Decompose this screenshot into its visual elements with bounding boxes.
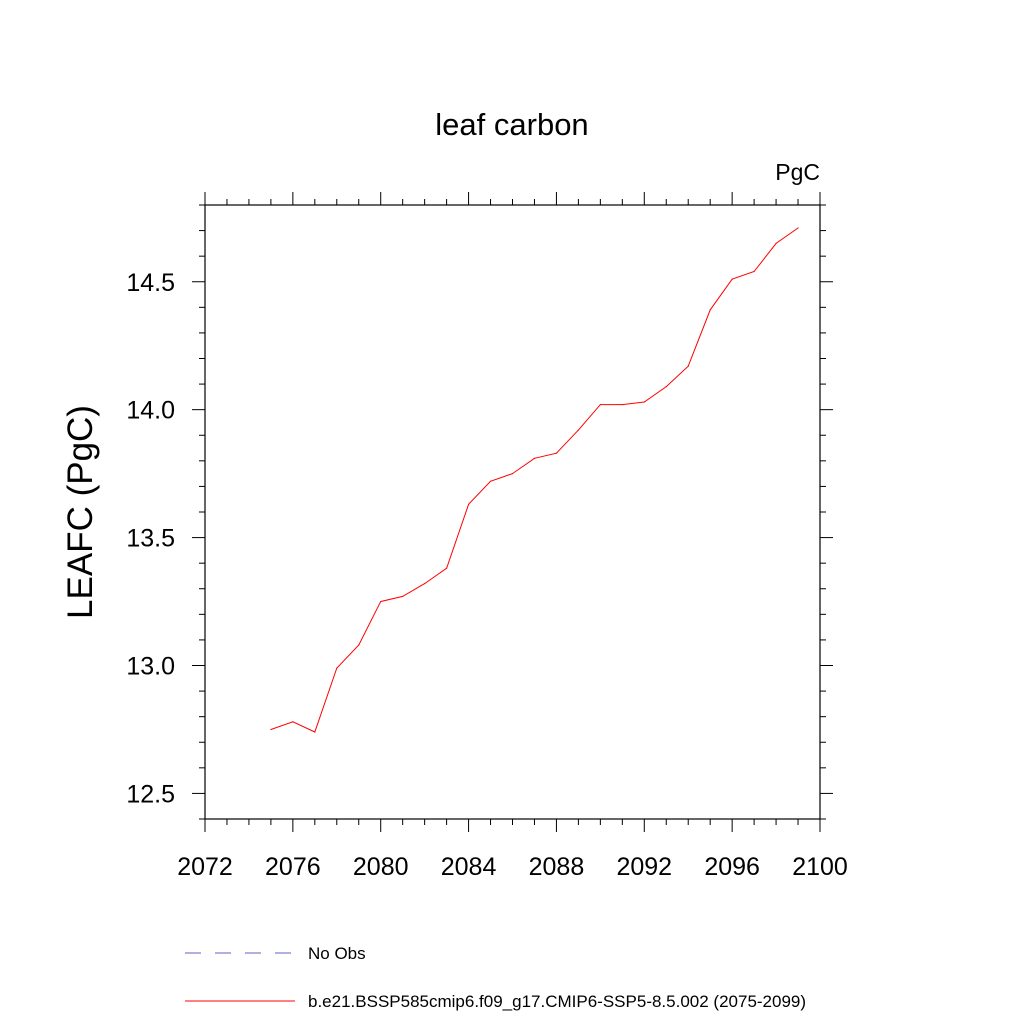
data-point [533, 457, 536, 459]
data-point [402, 595, 404, 598]
legend-label: b.e21.BSSP585cmip6.f09_g17.CMIP6-SSP5-8.… [308, 992, 806, 1011]
x-tick-label: 2076 [265, 853, 321, 881]
data-point [775, 242, 777, 244]
data-point [709, 309, 711, 311]
series-layer [270, 227, 799, 733]
data-point [292, 721, 294, 723]
plot-frame [204, 204, 821, 820]
y-tick-label: 13.0 [126, 653, 175, 681]
data-point [665, 386, 667, 388]
data-point [753, 270, 755, 273]
data-point [424, 583, 426, 585]
data-point [467, 503, 470, 505]
y-axis-label: LEAFC (PgC) [61, 405, 100, 619]
data-point [643, 401, 645, 403]
data-point [380, 600, 382, 603]
y-tick-label: 12.5 [126, 780, 175, 808]
data-point [511, 473, 514, 475]
y-tick-label: 14.0 [126, 397, 175, 425]
data-point [599, 403, 601, 406]
data-point [358, 644, 360, 646]
data-point [621, 403, 623, 406]
data-point [489, 480, 492, 482]
x-tick-label: 2072 [177, 853, 233, 881]
units-label: PgC [775, 159, 820, 185]
x-tick-label: 2088 [529, 853, 585, 881]
data-point [336, 667, 338, 669]
data-point [270, 728, 272, 731]
legend: No Obs b.e21.BSSP585cmip6.f09_g17.CMIP6-S… [185, 944, 806, 1011]
y-tick-label: 14.5 [126, 269, 175, 297]
data-point [555, 452, 558, 454]
data-point [731, 278, 733, 280]
x-tick-label: 2096 [704, 853, 760, 881]
data-point [446, 567, 448, 569]
y-tick-label: 13.5 [126, 525, 175, 553]
x-tick-label: 2100 [792, 853, 848, 881]
legend-label: No Obs [308, 944, 366, 963]
x-tick-label: 2080 [353, 853, 409, 881]
x-tick-label: 2084 [441, 853, 497, 881]
data-point [314, 731, 316, 733]
axis-ticks: 2072 2076 2080 2084 2088 2092 2096 2100 12.5 13.0… [126, 192, 848, 881]
data-point [577, 429, 579, 431]
x-tick-label: 2092 [616, 853, 672, 881]
data-point [687, 365, 689, 367]
chart-title: leaf carbon [435, 107, 588, 142]
series-line [270, 227, 799, 733]
data-point [797, 227, 799, 229]
